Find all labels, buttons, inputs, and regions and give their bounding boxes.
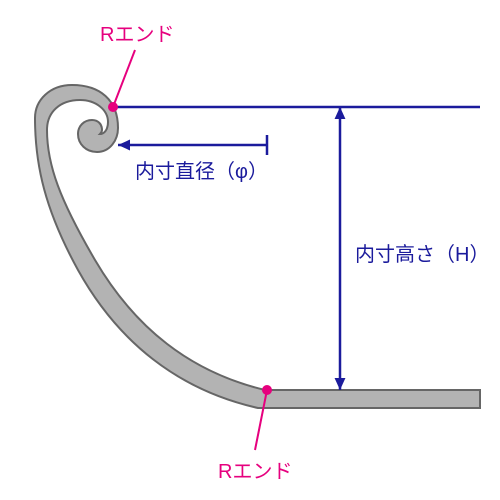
inner-diameter-label: 内寸直径（φ）: [135, 155, 268, 184]
r-end-point-top: [108, 102, 118, 112]
height-dimension-arrow: [335, 107, 346, 390]
height-arrow-head-top: [335, 107, 346, 119]
phi-dimension-arrow: [118, 135, 267, 155]
inner-height-label: 内寸高さ（H）: [355, 238, 489, 267]
r-end-bottom-label: Rエンド: [218, 455, 292, 484]
height-arrow-head-bottom: [335, 378, 346, 390]
r-end-top-label: Rエンド: [100, 18, 174, 47]
phi-arrow-head: [118, 140, 130, 151]
leader-top: [113, 50, 135, 107]
r-end-point-bottom: [262, 385, 272, 395]
